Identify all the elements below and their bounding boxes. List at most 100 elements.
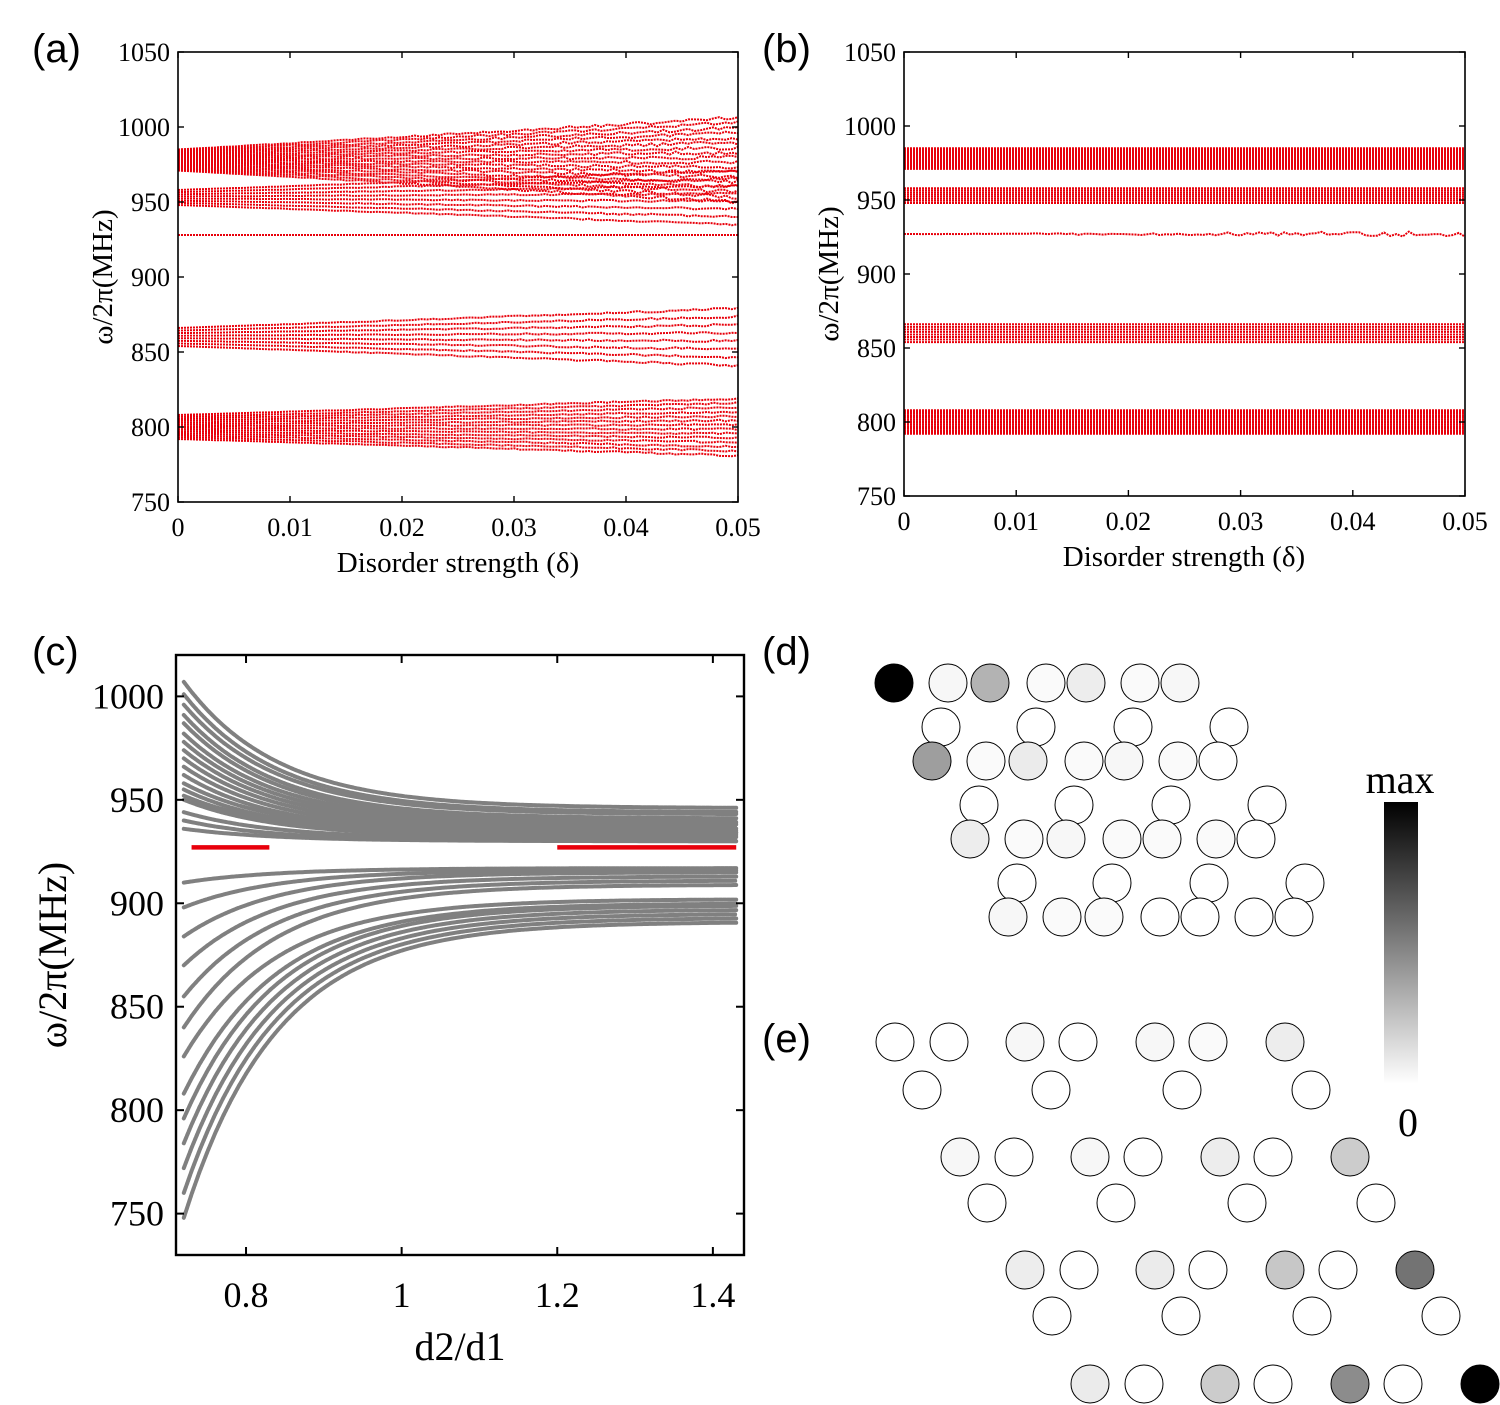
y-tick-label: 900 — [110, 883, 164, 923]
panel-label-b: (b) — [762, 27, 811, 71]
resonator-10 — [1209, 707, 1249, 747]
resonator-28 — [1236, 819, 1276, 859]
x-tick-label: 0.01 — [993, 507, 1039, 536]
mode-2-4 — [181, 903, 739, 1121]
resonator-3 — [1058, 1022, 1098, 1062]
resonator-27 — [1318, 1250, 1358, 1290]
mode-0-1 — [181, 692, 739, 814]
resonator-17 — [1330, 1137, 1370, 1177]
resonator-39 — [1274, 897, 1314, 937]
band-3-level-4 — [178, 331, 739, 337]
y-tick-label: 800 — [110, 1090, 164, 1130]
panel-b-ticks: 0 0.01 0.02 0.03 0.04 0.05 750 800 850 900 950 1000… — [844, 38, 1488, 536]
panel-b-chart: 0 0.01 0.02 0.03 0.04 0.05 750 800 850 900 950 1000… — [813, 38, 1488, 573]
resonator-0 — [875, 1022, 915, 1062]
panel-a-xlabel: Disorder strength (δ) — [337, 547, 579, 579]
resonator-12 — [966, 741, 1006, 781]
panel-c-frame — [174, 653, 746, 1257]
resonator-31 — [1292, 1296, 1332, 1336]
band-0-level-13 — [177, 137, 739, 156]
band-0-level-15 — [177, 125, 739, 153]
resonator-24 — [1046, 819, 1086, 859]
resonator-30 — [1161, 1296, 1201, 1336]
y-tick-label: 1050 — [118, 38, 170, 67]
y-tick-label: 750 — [131, 488, 170, 517]
band-0-level-3 — [177, 165, 739, 189]
x-tick-label: 0.04 — [1330, 507, 1376, 536]
band-0-level-5 — [177, 163, 739, 180]
y-tick-label: 750 — [857, 482, 896, 511]
resonator-31 — [1189, 863, 1229, 903]
band-4-level-1 — [177, 436, 739, 453]
resonator-35 — [1200, 1364, 1240, 1404]
mode-2-5 — [181, 901, 739, 1096]
band-4-level-7 — [178, 423, 739, 428]
resonator-34 — [1124, 1364, 1164, 1404]
x-tick-label: 0 — [172, 513, 185, 542]
band-1-level-5 — [177, 183, 739, 196]
mode-2-7 — [181, 883, 739, 1030]
band-0-level-11 — [177, 145, 739, 158]
x-tick-label: 0.8 — [224, 1275, 269, 1315]
x-tick-label: 0.01 — [267, 513, 313, 542]
resonator-1 — [928, 663, 968, 703]
resonator-38 — [1383, 1364, 1423, 1404]
band-4-level-10 — [177, 410, 739, 422]
resonator-21 — [1356, 1183, 1396, 1223]
band-3-level-1 — [177, 342, 739, 360]
resonator-22 — [950, 819, 990, 859]
x-tick-label: 0.02 — [1106, 507, 1152, 536]
mode-0-2 — [181, 702, 739, 816]
band-3-level-5 — [177, 323, 739, 335]
mode-2-3 — [181, 908, 739, 1146]
y-tick-label: 750 — [110, 1194, 164, 1234]
band-4-level-13 — [177, 397, 739, 416]
resonator-4 — [1066, 663, 1106, 703]
band-0-level-10 — [178, 150, 739, 160]
resonator-26 — [1142, 819, 1182, 859]
panel-c-ticks: 0.8 1 1.2 1.4 750 800 850 900 950 1000 — [92, 655, 744, 1315]
mode-0-11 — [181, 781, 739, 835]
resonator-9 — [1113, 707, 1153, 747]
panel-c-xlabel: d2/d1 — [414, 1324, 505, 1369]
resonator-26 — [1265, 1250, 1305, 1290]
mode-2-12 — [181, 866, 739, 885]
band-3-level-6 — [177, 314, 739, 332]
y-tick-label: 900 — [131, 263, 170, 292]
y-tick-label: 950 — [857, 186, 896, 215]
resonator-28 — [1395, 1250, 1435, 1290]
x-tick-label: 0.05 — [715, 513, 761, 542]
resonator-13 — [1008, 741, 1048, 781]
resonator-7 — [921, 707, 961, 747]
mode-0-6 — [181, 739, 739, 827]
resonator-12 — [994, 1137, 1034, 1177]
panel-label-c: (c) — [32, 630, 79, 674]
y-tick-label: 1050 — [844, 38, 896, 67]
band-0-level-6 — [177, 162, 739, 175]
mode-0-9 — [181, 764, 739, 833]
band-4-level-0 — [177, 438, 739, 458]
y-tick-label: 1000 — [844, 112, 896, 141]
resonator-8 — [1016, 707, 1056, 747]
resonator-10 — [1291, 1070, 1331, 1110]
panel-label-a: (a) — [32, 27, 81, 71]
panel-c-data — [181, 679, 739, 1220]
resonator-18 — [967, 1183, 1007, 1223]
panel-c-chart: 0.8 1 1.2 1.4 750 800 850 900 950 1000 d2/d1 ω/2π… — [30, 653, 746, 1369]
resonator-14 — [1064, 741, 1104, 781]
mode-2-2 — [181, 912, 739, 1171]
y-tick-label: 850 — [110, 987, 164, 1027]
band-0-level-9 — [178, 154, 739, 161]
resonator-2 — [1005, 1022, 1045, 1062]
y-tick-label: 950 — [110, 780, 164, 820]
resonator-19 — [1096, 1183, 1136, 1223]
resonator-20 — [1151, 785, 1191, 825]
band-4-level-8 — [178, 418, 739, 426]
panel-a-chart: 0 0.01 0.02 0.03 0.04 0.05 750 800 850 900 950 1000… — [87, 38, 761, 579]
y-tick-label: 800 — [131, 413, 170, 442]
resonator-30 — [1092, 863, 1132, 903]
mode-0-13 — [181, 793, 739, 837]
y-tick-label: 1000 — [92, 676, 164, 716]
x-tick-label: 0.05 — [1442, 507, 1488, 536]
